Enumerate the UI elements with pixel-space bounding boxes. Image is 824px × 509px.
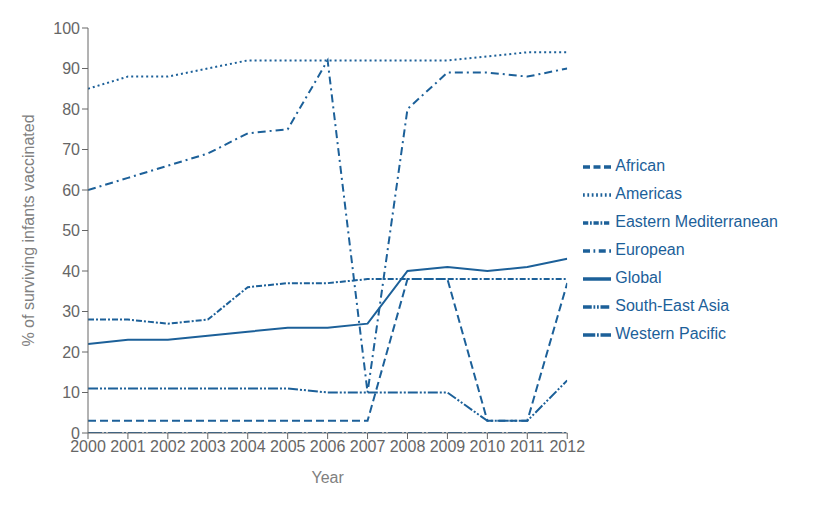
svg-text:2006: 2006 xyxy=(310,438,346,455)
svg-text:10: 10 xyxy=(62,384,80,401)
svg-text:2004: 2004 xyxy=(230,438,266,455)
svg-text:2005: 2005 xyxy=(270,438,306,455)
html-text:Americas: Americas xyxy=(615,184,682,202)
svg-text:2007: 2007 xyxy=(350,438,386,455)
svg-text:2010: 2010 xyxy=(470,438,506,455)
html-text:Eastern Mediterranean: Eastern Mediterranean xyxy=(615,212,778,230)
svg-text:2002: 2002 xyxy=(150,438,186,455)
svg-text:50: 50 xyxy=(62,222,80,239)
svg-text:70: 70 xyxy=(62,141,80,158)
svg-text:2003: 2003 xyxy=(190,438,226,455)
html-text:African: African xyxy=(615,156,665,174)
svg-text:20: 20 xyxy=(62,344,80,361)
svg-text:% of surviving infants vaccina: % of surviving infants vaccinated xyxy=(20,114,37,346)
svg-text:2011: 2011 xyxy=(510,438,545,455)
svg-text:100: 100 xyxy=(53,20,80,37)
svg-text:30: 30 xyxy=(62,303,80,320)
svg-text:2000: 2000 xyxy=(70,438,106,456)
svg-text:90: 90 xyxy=(62,60,80,77)
svg-text:2001: 2001 xyxy=(110,438,146,455)
html-text:South-East Asia: South-East Asia xyxy=(615,296,730,314)
svg-text:0: 0 xyxy=(71,425,80,442)
svg-text:Year: Year xyxy=(311,469,344,486)
svg-text:2012: 2012 xyxy=(549,438,585,455)
svg-text:80: 80 xyxy=(62,101,80,118)
svg-text:2009: 2009 xyxy=(430,438,466,455)
html-text:European: European xyxy=(615,240,685,258)
html-text:Western Pacific: Western Pacific xyxy=(615,324,727,342)
html-text:Global: Global xyxy=(615,268,662,286)
svg-text:40: 40 xyxy=(62,263,80,280)
svg-text:2008: 2008 xyxy=(390,438,426,455)
svg-text:60: 60 xyxy=(62,182,80,199)
